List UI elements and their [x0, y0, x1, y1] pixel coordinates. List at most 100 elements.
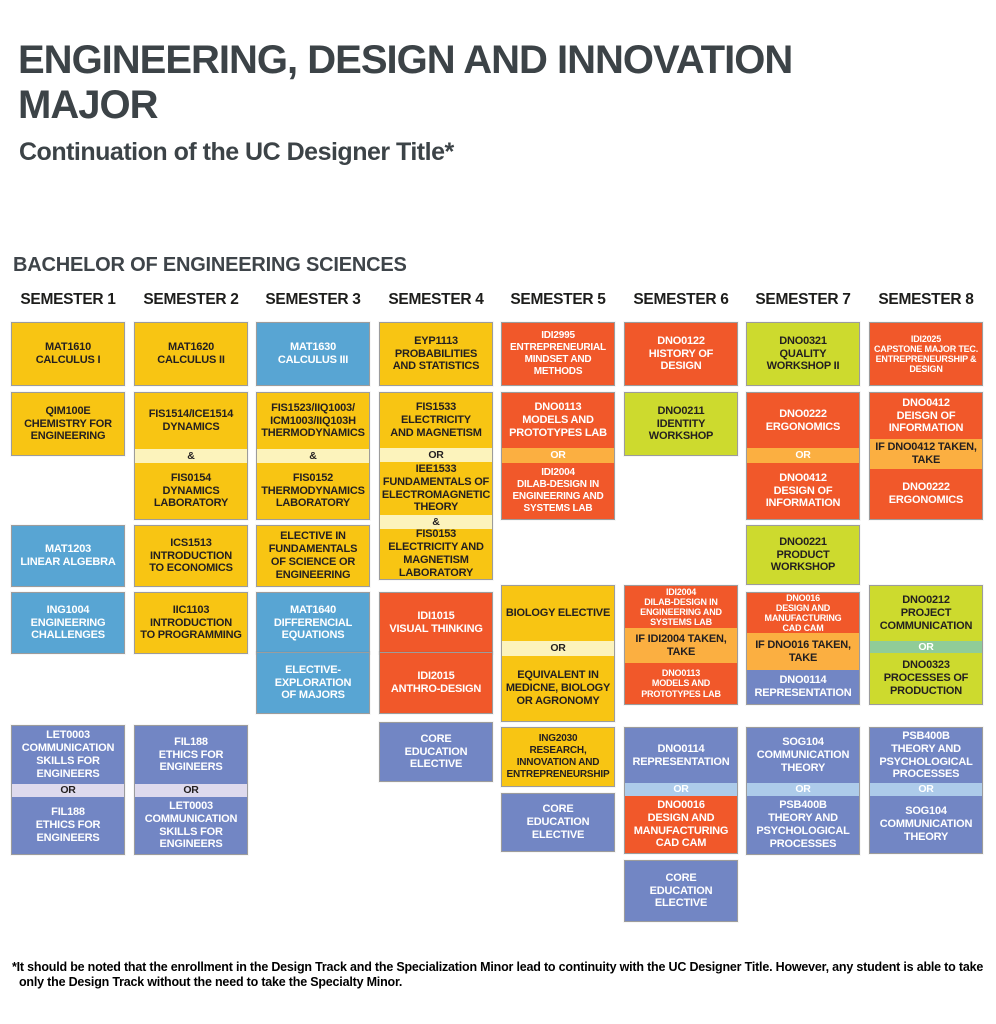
- course-section: DNO016 DESIGN AND MANUFACTURING CAD CAM: [747, 593, 859, 633]
- semester-label: SEMESTER 5: [510, 291, 606, 308]
- course-box: MAT1203 LINEAR ALGEBRA: [11, 525, 125, 587]
- course-section: LET0003 COMMUNICATION SKILLS FOR ENGINEE…: [12, 726, 124, 784]
- course-box-group: DNO0113 MODELS AND PROTOTYPES LAB OR IDI20…: [501, 392, 615, 520]
- course-box-group: BIOLOGY ELECTIVE OR EQUIVALENT IN MEDICNE,…: [501, 585, 615, 722]
- course-box-group: DNO0212 PROJECT COMMUNICATION OR DNO0323 P…: [869, 585, 983, 705]
- course-box: DNO0321 QUALITY WORKSHOP II: [746, 322, 860, 386]
- course-box: ICS1513 INTRODUCTION TO ECONOMICS: [134, 525, 248, 587]
- course-section: FIS1533 ELECTRICITY AND MAGNETISM: [380, 393, 492, 448]
- connector-divider: OR: [625, 783, 737, 796]
- course-section: IDI2025 CAPSTONE MAJOR TEC. ENTREPRENEUR…: [870, 323, 982, 385]
- course-section: BIOLOGY ELECTIVE: [502, 586, 614, 641]
- course-section: FIL188 ETHICS FOR ENGINEERS: [135, 726, 247, 784]
- course-section: MAT1640 DIFFERENCIAL EQUATIONS: [257, 593, 369, 653]
- semester-label: SEMESTER 2: [143, 291, 239, 308]
- course-box: CORE EDUCATION ELECTIVE: [624, 860, 738, 922]
- course-box: CORE EDUCATION ELECTIVE: [379, 722, 493, 782]
- course-box: ING1004 ENGINEERING CHALLENGES: [11, 592, 125, 654]
- course-box-group: FIS1533 ELECTRICITY AND MAGNETISM OR IEE15…: [379, 392, 493, 580]
- connector-divider: &: [257, 449, 369, 463]
- course-section: MAT1630 CALCULUS III: [257, 323, 369, 385]
- course-section: PSB400B THEORY AND PSYCHOLOGICAL PROCESS…: [747, 796, 859, 854]
- course-section: DNO0113 MODELS AND PROTOTYPES LAB: [625, 663, 737, 704]
- semester-label: SEMESTER 8: [878, 291, 974, 308]
- course-box: IDI1015 VISUAL THINKING: [379, 592, 493, 654]
- course-section: DNO0412 DEISGN OF INFORMATION: [870, 393, 982, 439]
- course-box-group: FIL188 ETHICS FOR ENGINEERS OR LET0003 COM…: [134, 725, 248, 855]
- course-box-group: FIS1523/IIQ1003/ ICM1003/IIQ103H THERMOD…: [256, 392, 370, 520]
- page-title: ENGINEERING, DESIGN AND INNOVATION MAJOR: [18, 38, 793, 128]
- course-box: ELECTIVE- EXPLORATION OF MAJORS: [256, 652, 370, 714]
- course-section: MAT1620 CALCULUS II: [135, 323, 247, 385]
- course-box: IIC1103 INTRODUCTION TO PROGRAMMING: [134, 592, 248, 654]
- course-box: QIM100E CHEMISTRY FOR ENGINEERING: [11, 392, 125, 456]
- course-box-group: LET0003 COMMUNICATION SKILLS FOR ENGINEE…: [11, 725, 125, 855]
- course-section: DNO0221 PRODUCT WORKSHOP: [747, 526, 859, 584]
- semester-label: SEMESTER 3: [265, 291, 361, 308]
- course-section: ICS1513 INTRODUCTION TO ECONOMICS: [135, 526, 247, 586]
- connector-divider: OR: [502, 641, 614, 656]
- course-section: FIS0152 THERMODYNAMICS LABORATORY: [257, 463, 369, 519]
- course-section: CORE EDUCATION ELECTIVE: [625, 861, 737, 921]
- connector-divider: OR: [12, 784, 124, 797]
- course-section: IF IDI2004 TAKEN, TAKE: [625, 628, 737, 663]
- course-section: DNO0222 ERGONOMICS: [747, 393, 859, 448]
- course-section: IF DNO0412 TAKEN, TAKE: [870, 439, 982, 469]
- course-section: DNO0323 PROCESSES OF PRODUCTION: [870, 653, 982, 704]
- page-subtitle: Continuation of the UC Designer Title*: [19, 138, 454, 166]
- course-box: IDI2025 CAPSTONE MAJOR TEC. ENTREPRENEUR…: [869, 322, 983, 386]
- course-section: IDI2004 DILAB-DESIGN IN ENGINEERING AND …: [625, 586, 737, 628]
- semester-label: SEMESTER 7: [755, 291, 851, 308]
- course-box: ELECTIVE IN FUNDAMENTALS OF SCIENCE OR E…: [256, 525, 370, 587]
- course-section: SOG104 COMMUNICATION THEORY: [870, 796, 982, 853]
- course-box: MAT1610 CALCULUS I: [11, 322, 125, 386]
- course-section: DNO0321 QUALITY WORKSHOP II: [747, 323, 859, 385]
- course-box: DNO0211 IDENTITY WORKSHOP: [624, 392, 738, 456]
- course-box: MAT1630 CALCULUS III: [256, 322, 370, 386]
- course-box-group: FIS1514/ICE1514 DYNAMICS & FIS0154 DYNAMIC…: [134, 392, 248, 520]
- program-title: BACHELOR OF ENGINEERING SCIENCES: [13, 254, 407, 276]
- course-section: IDI2015 ANTHRO-DESIGN: [380, 653, 492, 713]
- connector-divider: OR: [747, 783, 859, 796]
- course-box-group: DNO0412 DEISGN OF INFORMATION IF DNO0412 …: [869, 392, 983, 520]
- course-box-group: DNO0114 REPRESENTATION OR DNO0016 DESIGN A…: [624, 727, 738, 854]
- course-box-group: SOG104 COMMUNICATION THEORY OR PSB400B THE…: [746, 727, 860, 855]
- course-section: IIC1103 INTRODUCTION TO PROGRAMMING: [135, 593, 247, 653]
- course-box: MAT1640 DIFFERENCIAL EQUATIONS: [256, 592, 370, 654]
- course-section: MAT1610 CALCULUS I: [12, 323, 124, 385]
- connector-divider: OR: [870, 641, 982, 653]
- course-box: DNO0221 PRODUCT WORKSHOP: [746, 525, 860, 585]
- course-section: ING1004 ENGINEERING CHALLENGES: [12, 593, 124, 653]
- course-section: IDI2004 DILAB-DESIGN IN ENGINEERING AND …: [502, 463, 614, 519]
- course-box: DNO0122 HISTORY OF DESIGN: [624, 322, 738, 386]
- connector-divider: OR: [870, 783, 982, 796]
- course-box-group: PSB400B THEORY AND PSYCHOLOGICAL PROCESS…: [869, 727, 983, 854]
- course-section: ELECTIVE- EXPLORATION OF MAJORS: [257, 653, 369, 713]
- connector-divider: OR: [135, 784, 247, 797]
- course-box: MAT1620 CALCULUS II: [134, 322, 248, 386]
- course-section: DNO0016 DESIGN AND MANUFACTURING CAD CAM: [625, 796, 737, 853]
- course-section: IDI2995 ENTREPRENEURIAL MINDSET AND METH…: [502, 323, 614, 385]
- footnote: *It should be noted that the enrollment …: [12, 960, 984, 990]
- course-section: DNO0212 PROJECT COMMUNICATION: [870, 586, 982, 641]
- course-section: PSB400B THEORY AND PSYCHOLOGICAL PROCESS…: [870, 728, 982, 783]
- semester-label: SEMESTER 1: [20, 291, 116, 308]
- course-section: DNO0114 REPRESENTATION: [747, 670, 859, 704]
- course-section: CORE EDUCATION ELECTIVE: [380, 723, 492, 781]
- connector-divider: OR: [502, 448, 614, 463]
- course-section: DNO0122 HISTORY OF DESIGN: [625, 323, 737, 385]
- course-box: EYP1113 PROBABILITIES AND STATISTICS: [379, 322, 493, 386]
- semester-label: SEMESTER 4: [388, 291, 484, 308]
- course-section: FIS0153 ELECTRICITY AND MAGNETISM LABORA…: [380, 528, 492, 579]
- course-section: ELECTIVE IN FUNDAMENTALS OF SCIENCE OR E…: [257, 526, 369, 586]
- course-box: CORE EDUCATION ELECTIVE: [501, 793, 615, 852]
- course-section: DNO0222 ERGONOMICS: [870, 469, 982, 519]
- course-section: FIS1523/IIQ1003/ ICM1003/IIQ103H THERMOD…: [257, 393, 369, 449]
- course-box: ING2030 RESEARCH, INNOVATION AND ENTREPR…: [501, 727, 615, 787]
- course-section: DNO0211 IDENTITY WORKSHOP: [625, 393, 737, 455]
- course-section: EYP1113 PROBABILITIES AND STATISTICS: [380, 323, 492, 385]
- course-section: DNO0114 REPRESENTATION: [625, 728, 737, 783]
- course-section: ING2030 RESEARCH, INNOVATION AND ENTREPR…: [502, 728, 614, 786]
- course-section: FIS1514/ICE1514 DYNAMICS: [135, 393, 247, 449]
- course-box-group: IDI2004 DILAB-DESIGN IN ENGINEERING AND …: [624, 585, 738, 705]
